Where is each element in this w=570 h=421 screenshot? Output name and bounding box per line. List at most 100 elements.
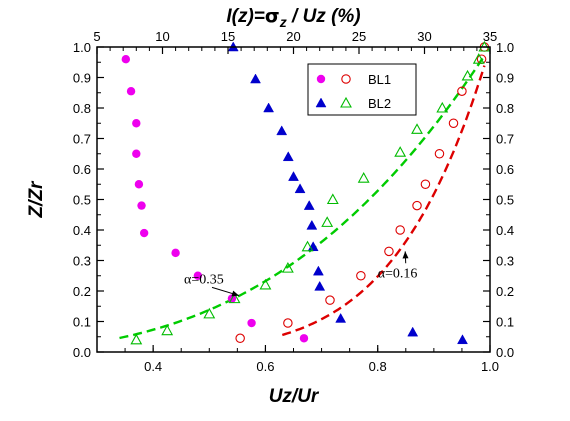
data-point	[356, 270, 366, 281]
data-point	[457, 86, 467, 96]
data-point	[335, 312, 347, 323]
x-tick-label: 0.6	[256, 359, 274, 374]
y-right-tick-label: 0.1	[496, 315, 514, 330]
data-point	[436, 101, 449, 113]
y-left-tick-label: 0.1	[73, 315, 91, 330]
fit-curve-alpha-0.35	[119, 54, 486, 340]
top-tick-label: 35	[483, 29, 497, 44]
top-title-sigma: σ	[265, 5, 280, 27]
y-left-tick-label: 0.3	[73, 254, 91, 269]
data-point	[303, 200, 315, 210]
annotation-arrowhead	[402, 251, 409, 259]
data-point	[448, 118, 459, 129]
data-point	[299, 334, 309, 343]
y-right-tick-label: 1.0	[496, 40, 514, 55]
plot-frame	[96, 46, 491, 353]
data-point	[472, 53, 485, 64]
y-right-tick-label: 0.2	[496, 284, 514, 299]
x-tick-label: 0.8	[369, 359, 387, 374]
series-BL1-turbulence	[121, 55, 309, 343]
annotation: α=0.16	[378, 251, 418, 281]
data-point	[203, 307, 216, 319]
annotations: α=0.35 α=0.16	[184, 251, 418, 297]
data-point	[420, 179, 431, 190]
annotation-arrowhead	[231, 290, 240, 297]
annotation-label: α=0.35	[184, 272, 224, 287]
data-point	[357, 172, 370, 183]
y-right-tick-label: 0.8	[496, 101, 514, 116]
top-title-mid: /	[287, 6, 303, 27]
legend-box	[307, 63, 417, 116]
data-markers	[121, 40, 491, 345]
data-point	[312, 265, 324, 276]
top-axis-title: I(z)=σz / Uz (%)	[226, 5, 360, 30]
data-point	[301, 240, 314, 252]
legend-marker	[315, 97, 327, 108]
data-point	[461, 69, 474, 81]
legend-item-BL1: BL1	[316, 72, 391, 87]
data-point	[434, 149, 445, 159]
data-point	[235, 333, 245, 344]
data-point	[130, 333, 143, 345]
data-point	[281, 261, 294, 273]
x-tick-label: 1.0	[481, 359, 499, 374]
data-point	[394, 146, 407, 157]
data-point	[395, 225, 405, 235]
data-point	[282, 151, 294, 162]
data-point	[171, 248, 180, 258]
data-point	[247, 318, 256, 328]
data-point	[259, 278, 272, 290]
y-right-tick-label: 0.4	[496, 223, 514, 238]
y-left-tick-label: 1.0	[73, 40, 91, 55]
top-tick-label: 10	[155, 29, 169, 44]
legend-marker	[340, 96, 352, 108]
top-tick-label: 15	[221, 29, 235, 44]
series-BL1-velocity	[235, 42, 490, 344]
y-left-tick-label: 0.5	[73, 193, 91, 208]
y-left-tick-label: 0.4	[73, 223, 91, 238]
data-point	[132, 149, 141, 158]
y-right-tick-label: 0.7	[496, 132, 514, 147]
top-tick-label: 25	[352, 29, 366, 44]
legend-label: BL1	[368, 72, 391, 87]
data-point	[161, 324, 174, 336]
data-point	[288, 171, 299, 181]
fit-curves	[119, 54, 486, 340]
y-axis-title: Z/Zr	[26, 180, 47, 218]
data-point	[121, 55, 131, 64]
axis-ticks: 0.4 0.6 0.8 1.00.0 0.00.1 0.10.2 0.20.3 0.30.4 0…	[73, 29, 514, 374]
top-title-subscript: z	[279, 14, 287, 30]
data-point	[294, 183, 306, 194]
data-point	[139, 228, 149, 238]
top-title-bold: Uz	[303, 6, 327, 27]
legend: BL1 BL2	[307, 63, 417, 116]
series-BL2-turbulence	[227, 41, 468, 345]
top-tick-label: 30	[417, 29, 431, 44]
data-point	[276, 125, 288, 136]
top-title-suffix: (%)	[326, 6, 361, 27]
y-right-tick-label: 0.5	[496, 193, 514, 208]
legend-marker	[316, 74, 326, 84]
annotation-label: α=0.16	[378, 266, 418, 281]
data-point	[132, 119, 141, 128]
x-tick-label: 0.4	[144, 359, 162, 374]
top-tick-label: 5	[93, 29, 100, 44]
y-right-tick-label: 0.6	[496, 162, 514, 177]
data-point	[134, 180, 144, 189]
data-point	[325, 295, 335, 305]
data-point	[228, 292, 241, 304]
data-point	[412, 200, 422, 211]
y-right-tick-label: 0.9	[496, 71, 514, 86]
data-point	[314, 280, 326, 291]
data-point	[193, 271, 203, 280]
data-point	[457, 334, 468, 345]
data-point	[384, 246, 394, 257]
data-point	[411, 123, 423, 134]
data-point	[263, 102, 275, 113]
data-point	[326, 193, 339, 205]
data-point	[126, 87, 136, 96]
data-point	[306, 219, 318, 230]
y-left-tick-label: 0.2	[73, 284, 91, 299]
y-left-tick-label: 0.8	[73, 101, 91, 116]
